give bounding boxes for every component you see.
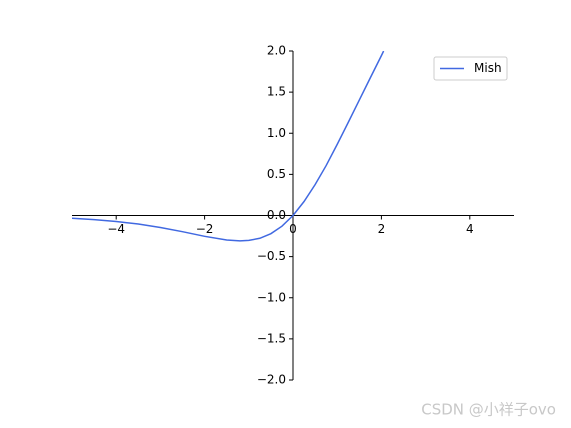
x-tick-label: 2 <box>378 222 386 236</box>
watermark: CSDN @小祥子ovo <box>421 401 556 419</box>
x-tick-label: 0 <box>289 222 297 236</box>
y-tick-label: 1.0 <box>267 126 286 140</box>
y-tick-label: −0.5 <box>257 249 286 263</box>
y-tick-label: 2.0 <box>267 44 286 58</box>
legend-label: Mish <box>474 61 502 75</box>
x-tick-label: −2 <box>196 222 214 236</box>
x-tick-label: 4 <box>466 222 474 236</box>
line-series <box>72 51 385 242</box>
y-tick-label: −1.0 <box>257 290 286 304</box>
y-tick-label: −2.0 <box>257 373 286 387</box>
y-tick-label: 0.5 <box>267 167 286 181</box>
x-tick-label: −4 <box>107 222 125 236</box>
legend-box <box>433 56 508 81</box>
y-tick-label: 0.0 <box>267 208 286 222</box>
y-tick-label: 1.5 <box>267 85 286 99</box>
y-tick-label: −1.5 <box>257 331 286 345</box>
